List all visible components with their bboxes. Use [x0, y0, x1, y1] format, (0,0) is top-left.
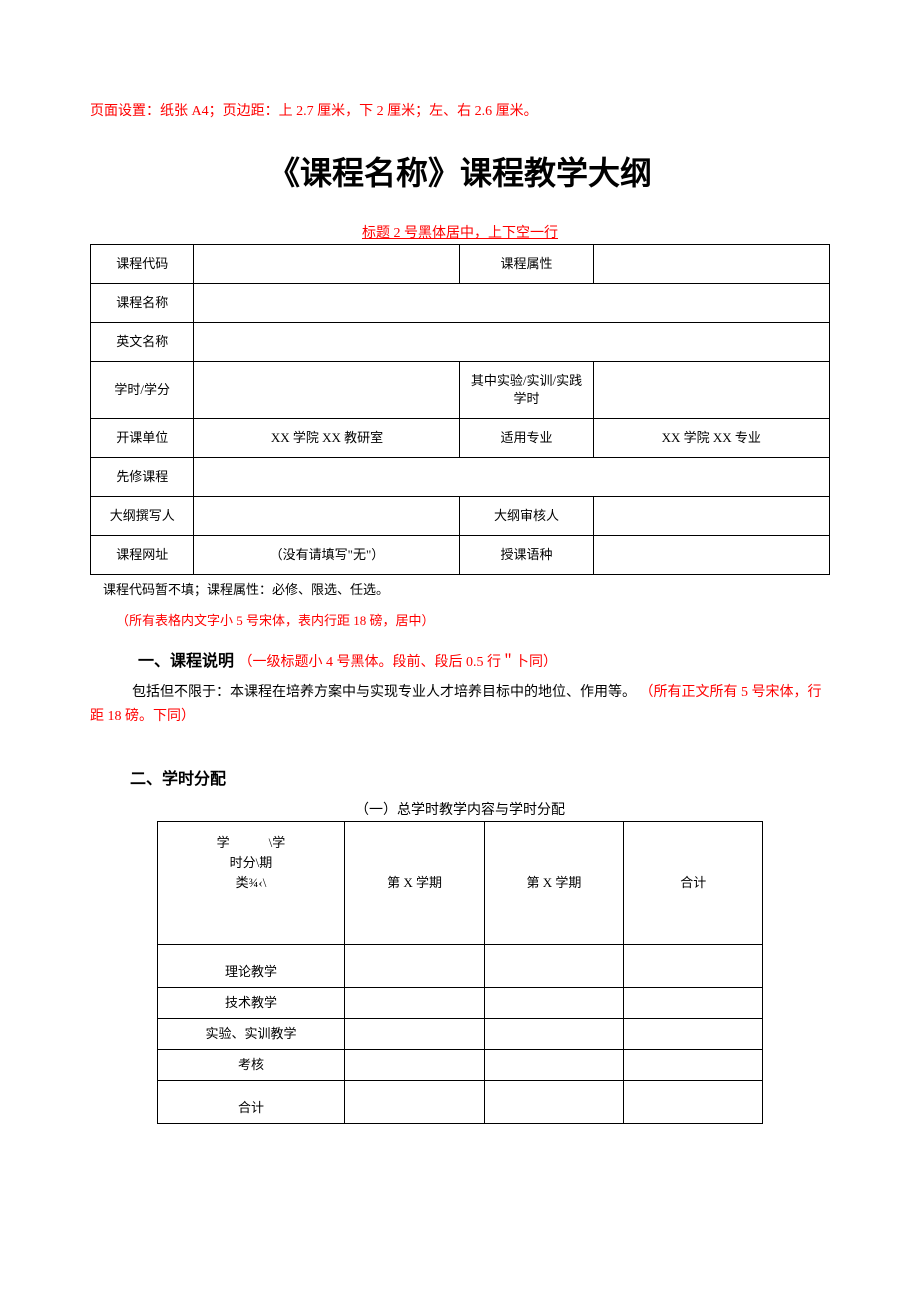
value-course-attr	[593, 245, 830, 284]
section-1-text: 包括但不限于：本课程在培养方案中与实现专业人才培养目标中的地位、作用等。	[132, 685, 636, 700]
table-row: 先修课程	[91, 458, 830, 497]
sched-row-label: 理论教学	[157, 945, 345, 988]
sched-cell	[624, 1050, 763, 1081]
section-2-subcaption: （一）总学时教学内容与学时分配	[90, 799, 830, 819]
table-row: 考核	[157, 1050, 763, 1081]
table-row: 技术教学	[157, 988, 763, 1019]
h1-style-note: （一级标题小 4 号黑体。段前、段后 0.5 行＂卜同）	[238, 655, 557, 670]
table-row: 英文名称	[91, 323, 830, 362]
sched-hdr-l3: 类¾‹\	[236, 875, 267, 890]
label-url: 课程网址	[91, 536, 194, 575]
value-offering-unit: XX 学院 XX 教研室	[194, 419, 460, 458]
table-row: 实验、实训教学	[157, 1019, 763, 1050]
table-footnote: 课程代码暂不填；课程属性：必修、限选、任选。	[90, 579, 830, 598]
value-url: （没有请填写"无"）	[194, 536, 460, 575]
value-lab-hours	[593, 362, 830, 419]
sched-cell	[345, 1019, 484, 1050]
table-row: 课程名称	[91, 284, 830, 323]
sched-cell	[345, 945, 484, 988]
sched-header-sem2: 第 X 学期	[484, 822, 623, 945]
sched-cell	[345, 988, 484, 1019]
schedule-table: 学 \学 时分\期 类¾‹\ 第 X 学期 第 X 学期 合计 理论教学 技术教…	[157, 821, 764, 1124]
section-1-heading: 一、课程说明 （一级标题小 4 号黑体。段前、段后 0.5 行＂卜同）	[90, 647, 830, 671]
sched-cell	[345, 1081, 484, 1124]
label-course-code: 课程代码	[91, 245, 194, 284]
sched-cell	[624, 1019, 763, 1050]
value-author	[194, 497, 460, 536]
sched-cell	[484, 1081, 623, 1124]
label-language: 授课语种	[460, 536, 593, 575]
sched-header-sem1: 第 X 学期	[345, 822, 484, 945]
value-course-code	[194, 245, 460, 284]
document-page: 页面设置：纸张 A4；页边距：上 2.7 厘米，下 2 厘米；左、右 2.6 厘…	[0, 0, 920, 1184]
value-english-name	[194, 323, 830, 362]
sched-hdr-l1: 学 \学	[217, 835, 286, 850]
sched-cell	[624, 945, 763, 988]
page-setup-note: 页面设置：纸张 A4；页边距：上 2.7 厘米，下 2 厘米；左、右 2.6 厘…	[90, 100, 830, 120]
label-english-name: 英文名称	[91, 323, 194, 362]
value-language	[593, 536, 830, 575]
table-style-note: （所有表格内文字小 5 号宋体，表内行距 18 磅，居中）	[90, 610, 830, 629]
sched-cell	[624, 988, 763, 1019]
value-prereq	[194, 458, 830, 497]
title-style-note: 标题 2 号黑体居中，上下空一行	[90, 222, 830, 242]
table-row: 大纲撰写人 大纲审核人	[91, 497, 830, 536]
section-1-body: 包括但不限于：本课程在培养方案中与实现专业人才培养目标中的地位、作用等。 （所有…	[90, 681, 830, 729]
label-lab-hours: 其中实验/实训/实践学时	[460, 362, 593, 419]
section-2-heading: 二、学时分配	[90, 765, 830, 789]
sched-cell	[345, 1050, 484, 1081]
sched-row-label: 实验、实训教学	[157, 1019, 345, 1050]
label-hours-credits: 学时/学分	[91, 362, 194, 419]
page-title: 《课程名称》课程教学大纲	[90, 148, 830, 194]
sched-hdr-l2: 时分\期	[230, 855, 273, 870]
sched-header-category: 学 \学 时分\期 类¾‹\	[157, 822, 345, 945]
label-major: 适用专业	[460, 419, 593, 458]
section-2-title: 二、学时分配	[130, 771, 226, 788]
table-row: 学时/学分 其中实验/实训/实践学时	[91, 362, 830, 419]
label-reviewer: 大纲审核人	[460, 497, 593, 536]
table-row: 课程网址 （没有请填写"无"） 授课语种	[91, 536, 830, 575]
sched-header-total: 合计	[624, 822, 763, 945]
label-author: 大纲撰写人	[91, 497, 194, 536]
table-row: 理论教学	[157, 945, 763, 988]
table-row: 合计	[157, 1081, 763, 1124]
label-offering-unit: 开课单位	[91, 419, 194, 458]
sched-cell	[484, 1050, 623, 1081]
label-course-attr: 课程属性	[460, 245, 593, 284]
label-course-name: 课程名称	[91, 284, 194, 323]
value-major: XX 学院 XX 专业	[593, 419, 830, 458]
table-row: 开课单位 XX 学院 XX 教研室 适用专业 XX 学院 XX 专业	[91, 419, 830, 458]
section-1-title: 一、课程说明	[138, 653, 234, 670]
value-course-name	[194, 284, 830, 323]
sched-cell	[484, 945, 623, 988]
sched-row-label: 考核	[157, 1050, 345, 1081]
value-reviewer	[593, 497, 830, 536]
sched-cell	[624, 1081, 763, 1124]
sched-row-label: 技术教学	[157, 988, 345, 1019]
value-hours-credits	[194, 362, 460, 419]
sched-cell	[484, 1019, 623, 1050]
label-prereq: 先修课程	[91, 458, 194, 497]
course-info-table: 课程代码 课程属性 课程名称 英文名称 学时/学分 其中实验/实训/实践学时 开…	[90, 244, 830, 575]
table-row: 学 \学 时分\期 类¾‹\ 第 X 学期 第 X 学期 合计	[157, 822, 763, 945]
table-row: 课程代码 课程属性	[91, 245, 830, 284]
sched-cell	[484, 988, 623, 1019]
sched-row-label: 合计	[157, 1081, 345, 1124]
